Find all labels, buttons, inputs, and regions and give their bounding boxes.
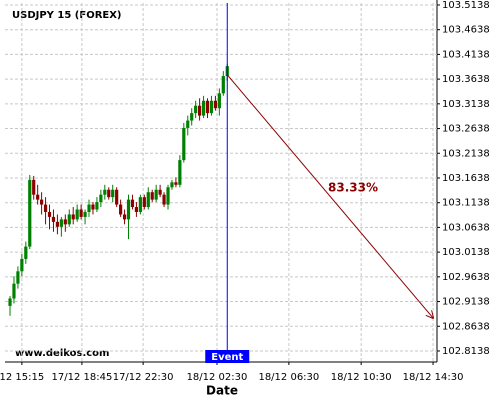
y-tick-label: 103.0138 [442,247,490,258]
candle-body [150,192,154,200]
y-tick-label: 102.8138 [442,346,490,357]
candle-body [115,189,119,205]
candle-body [28,179,32,247]
x-tick-label: 17/12 18:45 [51,372,112,383]
x-tick-label: 18/12 02:30 [187,372,248,383]
candle-body [119,204,123,215]
candle-body [146,192,150,208]
watermark: www.delkos.com [15,348,109,359]
y-tick-label: 103.5138 [442,0,490,11]
candle-body [201,100,206,116]
candle-body [24,246,28,259]
candle-body [170,182,174,188]
y-tick-label: 103.0638 [442,222,490,233]
candle-body [217,93,221,109]
candle-body [138,197,142,212]
y-tick-label: 103.2638 [442,124,490,135]
candle-body [107,189,111,198]
candle-body [122,214,127,220]
candle-body [12,283,16,299]
candle-body [194,105,198,114]
candle-body [63,219,67,225]
candle-body [186,120,190,128]
y-tick-label: 103.4138 [442,49,490,60]
candle-body [134,207,139,212]
candle-body [83,211,87,217]
candle-body [99,194,103,203]
candle-body [126,199,131,220]
event-label-box [205,350,250,363]
candle-body [79,209,83,217]
candle-body [95,202,99,210]
projection-arrow [226,74,433,318]
y-tick-label: 103.1638 [442,173,490,184]
candle-body [198,105,202,116]
x-tick-label: 18/12 14:30 [403,372,464,383]
candle-body [205,100,210,114]
candle-body [213,100,218,109]
candle-body [182,127,186,161]
y-tick-label: 102.9138 [442,297,490,308]
candle-body [158,189,162,195]
y-tick-label: 103.2138 [442,148,490,159]
candle-body [162,194,166,205]
candle-body [111,189,115,198]
x-tick-label: 17/12 22:30 [113,372,174,383]
candle-body [16,271,20,284]
x-tick-label: 12 15:15 [0,372,44,383]
candle-body [67,214,71,225]
candle-body [209,100,214,114]
y-tick-label: 103.3638 [442,74,490,85]
event-label: Event [211,352,243,363]
candle-body [59,219,63,227]
x-axis-label: Date [206,384,238,398]
candle-body [20,258,24,272]
y-tick-label: 103.4638 [442,25,490,36]
candle-body [103,189,107,195]
candle-body [87,204,91,212]
candle-body [190,113,194,121]
y-tick-label: 102.8638 [442,321,490,332]
candle-body [154,189,158,200]
candle-body [32,179,36,195]
candle-body [142,197,146,208]
chart-title: USDJPY 15 (FOREX) [12,10,122,21]
candle-body [51,216,56,222]
candle-body [40,199,44,205]
candle-body [91,204,95,210]
candle-body [178,160,182,185]
candle-body [43,204,48,212]
candle-body [55,221,60,227]
candle-body [71,214,75,220]
y-tick-label: 102.9638 [442,272,490,283]
candle-body [75,209,79,220]
y-tick-label: 103.1138 [442,198,490,209]
candle-body [130,199,135,208]
y-tick-label: 103.3138 [442,99,490,110]
candle-body [166,187,170,205]
candle-body [36,194,40,200]
candle-body [8,298,12,306]
x-tick-label: 18/12 06:30 [258,372,319,383]
candle-body [174,182,178,185]
candle-body [47,211,52,217]
candle-body [221,76,225,94]
x-tick-label: 18/12 10:30 [331,372,392,383]
projection-label: 83.33% [328,181,378,195]
